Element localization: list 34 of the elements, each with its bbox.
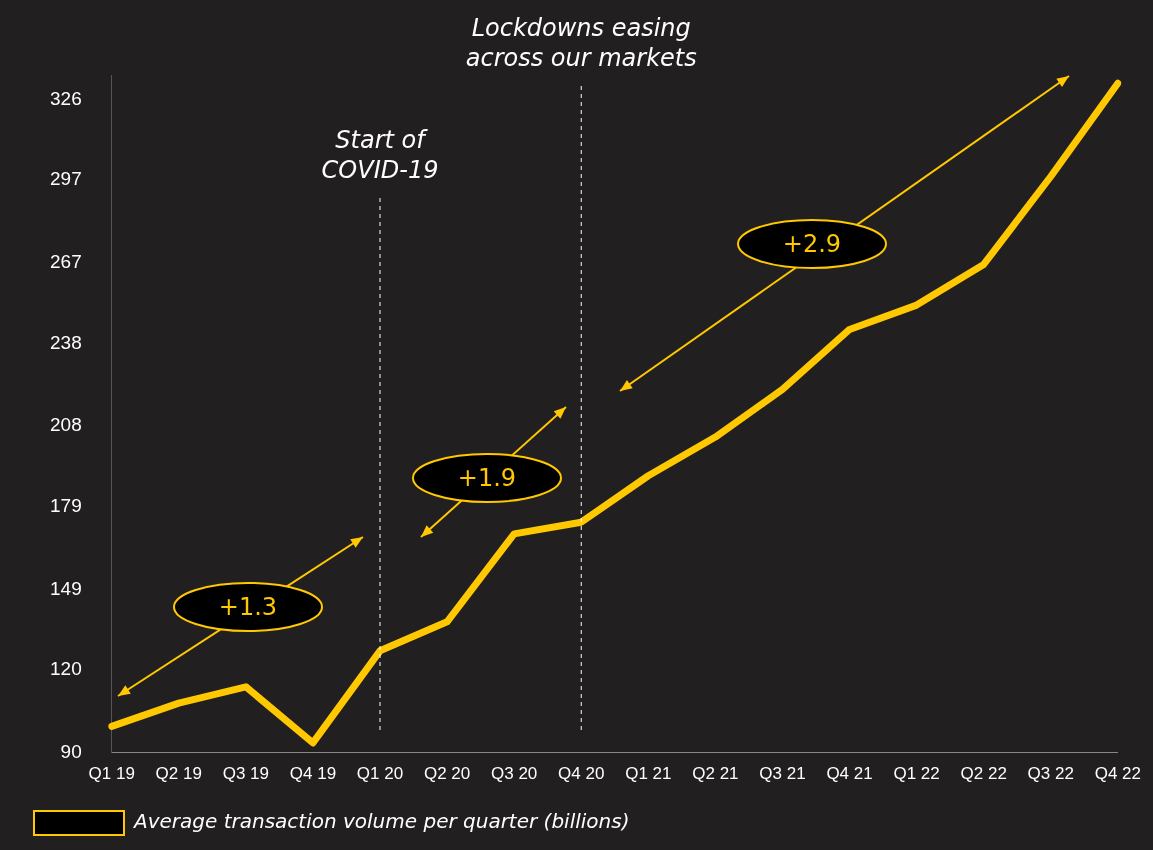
annotation: +2.9 bbox=[782, 230, 842, 258]
x-tick-label: Q2 22 bbox=[960, 764, 1007, 784]
x-tick-label: Q3 21 bbox=[759, 764, 806, 784]
x-tick-label: Q4 21 bbox=[826, 764, 873, 784]
oval-badge: +2.9 bbox=[737, 219, 887, 269]
oval-badge: +1.9 bbox=[412, 453, 562, 503]
y-tick-label: 90 bbox=[60, 740, 82, 762]
y-tick-label: 326 bbox=[50, 88, 82, 110]
x-tick-label: Q1 19 bbox=[88, 764, 135, 784]
x-tick-label: Q2 21 bbox=[692, 764, 739, 784]
y-tick-label: 120 bbox=[50, 657, 82, 679]
x-tick-label: Q3 19 bbox=[222, 764, 270, 784]
x-tick-label: Q1 22 bbox=[893, 764, 940, 784]
annotation: +1.9 bbox=[457, 464, 517, 492]
legend-label: Average transaction volume per quarter (billions) bbox=[132, 809, 630, 834]
x-tick-label: Q2 20 bbox=[423, 764, 471, 784]
y-tick-label: 208 bbox=[50, 414, 82, 436]
ref-line-label: Start of COVID-19 bbox=[321, 126, 439, 185]
x-tick-label: Q4 22 bbox=[1094, 764, 1141, 784]
x-tick-label: Q4 20 bbox=[558, 764, 605, 784]
y-tick-label: 238 bbox=[50, 331, 82, 353]
x-tick-label: Q3 20 bbox=[491, 764, 538, 784]
y-tick-label: 267 bbox=[50, 251, 82, 273]
x-tick-label: Q1 20 bbox=[356, 764, 404, 784]
annotation: +1.3 bbox=[218, 593, 278, 621]
x-tick-label: Q3 22 bbox=[1027, 764, 1074, 784]
y-tick-label: 297 bbox=[50, 168, 82, 190]
x-tick-label: Q1 21 bbox=[625, 764, 672, 784]
x-tick-label: Q4 19 bbox=[289, 764, 337, 784]
oval-badge: +1.3 bbox=[173, 582, 323, 632]
y-tick-label: 179 bbox=[50, 494, 82, 516]
ref-line-label: Lockdowns easing across our markets bbox=[465, 14, 697, 73]
y-tick-label: 149 bbox=[50, 577, 82, 599]
x-tick-label: Q2 19 bbox=[155, 764, 202, 784]
